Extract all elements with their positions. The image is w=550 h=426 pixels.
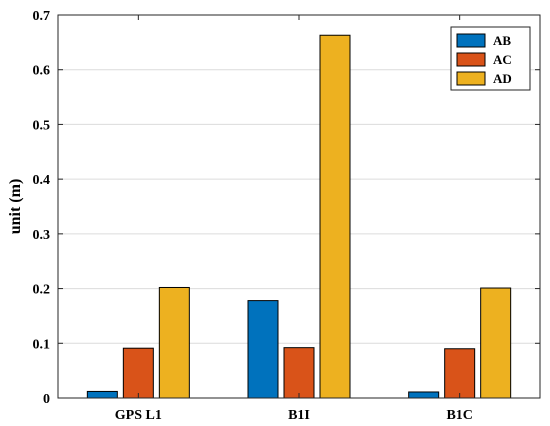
y-tick-label: 0.7 <box>33 9 51 24</box>
y-tick-label: 0.3 <box>33 228 51 243</box>
bar-ab-gps-l1 <box>86 390 118 399</box>
bar-ab-b1c <box>408 391 440 399</box>
legend-label-ad: AD <box>493 71 512 86</box>
x-tick-label: GPS L1 <box>115 408 162 423</box>
x-axis-ticks: GPS L1 B1I B1C <box>115 15 473 423</box>
y-axis-label: unit (m) <box>7 179 24 235</box>
y-tick-label: 0.6 <box>33 64 51 79</box>
legend-swatch-ad <box>456 71 486 86</box>
bar-ac-gps-l1 <box>122 347 154 399</box>
bar-ad-gps-l1 <box>158 286 190 399</box>
bars-group <box>86 34 512 399</box>
legend-swatch-ab <box>456 33 486 48</box>
y-axis-ticks: 0 0.1 0.2 0.3 0.4 0.5 0.6 0.7 <box>33 9 540 407</box>
y-tick-label: 0.2 <box>33 283 51 298</box>
y-tick-label: 0.5 <box>33 118 51 133</box>
legend-label-ab: AB <box>493 33 511 48</box>
y-tick-label: 0.4 <box>33 173 51 188</box>
y-tick-label: 0.1 <box>33 337 51 352</box>
grid-lines <box>58 14 540 399</box>
bar-ac-b1i <box>283 347 315 399</box>
bar-ad-b1i <box>319 34 351 399</box>
legend-swatch-ac <box>456 52 486 67</box>
legend: AB AC AD <box>450 26 531 91</box>
legend-label-ac: AC <box>493 52 512 67</box>
x-tick-label: B1C <box>446 408 472 423</box>
y-tick-label: 0 <box>43 392 50 407</box>
bar-ab-b1i <box>247 300 279 399</box>
bar-ad-b1c <box>480 287 512 399</box>
x-tick-label: B1I <box>288 408 310 423</box>
bar-ac-b1c <box>444 348 476 399</box>
